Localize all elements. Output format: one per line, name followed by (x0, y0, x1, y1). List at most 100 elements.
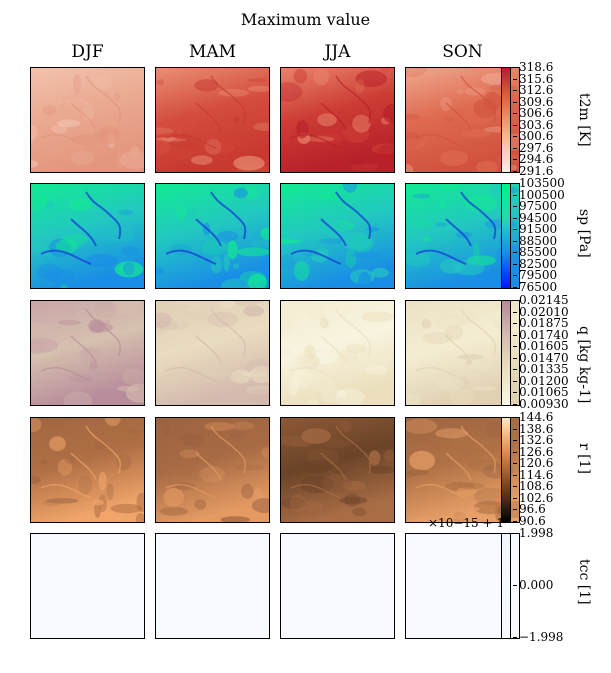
terrain-patch (300, 475, 334, 493)
terrain-patch (472, 386, 498, 391)
terrain-patch (40, 460, 49, 465)
terrain-patch (71, 134, 105, 145)
terrain-patch (313, 68, 330, 86)
colorbar-tick-1-6: 85500 (512, 245, 558, 260)
terrain-patch (406, 418, 438, 434)
terrain-patch (236, 247, 269, 257)
terrain-patch (464, 194, 498, 213)
colorbar-tick-1-1: 100500 (513, 187, 565, 202)
terrain-patch (411, 223, 437, 233)
terrain-patch (335, 388, 366, 405)
heatmap-panel-3-3 (405, 417, 520, 523)
colorbar-tick-2-5: 0.01470 (513, 350, 569, 365)
terrain-patch (353, 157, 365, 166)
heatmap-panel-2-3 (405, 300, 520, 406)
terrain-patch (406, 343, 422, 348)
terrain-patch (64, 456, 76, 464)
terrain-patch (406, 138, 426, 149)
ridge-line (165, 308, 246, 382)
colorbar-tick-2-1: 0.02010 (513, 304, 569, 319)
terrain-patch (364, 365, 388, 375)
terrain-patch (183, 311, 214, 320)
terrain-patch (250, 239, 269, 247)
terrain-patch (315, 195, 345, 200)
terrain-patch (315, 132, 343, 144)
terrain-patch (281, 239, 301, 244)
terrain-patch (406, 190, 414, 195)
season-label-djf: DJF (71, 42, 104, 62)
variable-label-4: tcc [1] (576, 559, 592, 605)
heatmap-field (156, 534, 269, 638)
terrain-patch (476, 160, 498, 172)
terrain-patch (194, 499, 207, 510)
terrain-patch (435, 222, 447, 227)
terrain-patch (93, 76, 112, 90)
terrain-patch (174, 163, 209, 172)
terrain-patch (42, 105, 57, 116)
terrain-patch (443, 233, 450, 247)
terrain-patch (156, 364, 164, 376)
terrain-patch (281, 254, 296, 270)
terrain-patch (243, 186, 259, 200)
terrain-patch (359, 347, 393, 368)
terrain-patch (156, 267, 164, 276)
colorbar-0 (501, 67, 511, 173)
terrain-patch (110, 503, 143, 514)
terrain-patch (60, 284, 68, 288)
colorbar-offset-label: ×10−15 + 1 (428, 516, 504, 530)
terrain-patch (156, 139, 171, 155)
ridge-line (165, 191, 247, 265)
terrain-patch (65, 309, 77, 317)
heatmap-field (31, 534, 144, 638)
terrain-patch (484, 91, 502, 111)
terrain-patch (92, 499, 104, 506)
colorbar-tick-0-0: 318.6 (512, 60, 554, 74)
terrain-patch (77, 94, 105, 111)
colorbar-3 (501, 417, 511, 523)
terrain-patch (114, 261, 144, 278)
colorbar-tick-2-3: 0.01740 (513, 327, 569, 342)
terrain-patch (296, 120, 309, 139)
terrain-patch (293, 68, 308, 84)
terrain-patch (422, 236, 432, 242)
colorbar-1 (501, 183, 511, 289)
terrain-patch (439, 201, 447, 209)
terrain-patch (46, 498, 79, 504)
terrain-patch (281, 317, 296, 333)
ridge-line (415, 308, 496, 382)
variable-label-2: q [kg kg-1] (576, 326, 592, 404)
terrain-patch (31, 476, 41, 484)
terrain-patch (470, 506, 480, 512)
terrain-patch (31, 418, 42, 432)
terrain-patch (112, 301, 142, 314)
terrain-patch (179, 449, 200, 459)
terrain-patch (118, 209, 134, 216)
terrain-patch (473, 487, 508, 506)
terrain-patch (338, 350, 358, 364)
colorbar-tick-2-0: 0.02145 (513, 293, 569, 307)
terrain-patch (281, 187, 302, 194)
terrain-patch (331, 166, 340, 172)
heatmap-field (31, 301, 144, 405)
heatmap-panel-4-3 (405, 533, 520, 639)
terrain-patch (368, 450, 381, 466)
terrain-patch (241, 483, 254, 499)
terrain-patch (217, 223, 242, 229)
terrain-patch (106, 483, 114, 501)
terrain-patch (281, 82, 303, 102)
terrain-patch (406, 164, 414, 172)
terrain-patch (104, 319, 111, 325)
terrain-patch (260, 227, 269, 240)
terrain-patch (116, 385, 140, 392)
terrain-patch (288, 377, 299, 396)
terrain-patch (122, 368, 144, 386)
terrain-patch (406, 113, 421, 120)
terrain-patch (234, 301, 261, 307)
terrain-patch (352, 507, 367, 517)
terrain-patch (281, 347, 293, 358)
terrain-patch (409, 450, 436, 471)
terrain-patch (42, 499, 61, 507)
heatmap-panel-4-0 (30, 533, 145, 639)
terrain-patch (166, 371, 182, 384)
terrain-patch (313, 373, 336, 393)
